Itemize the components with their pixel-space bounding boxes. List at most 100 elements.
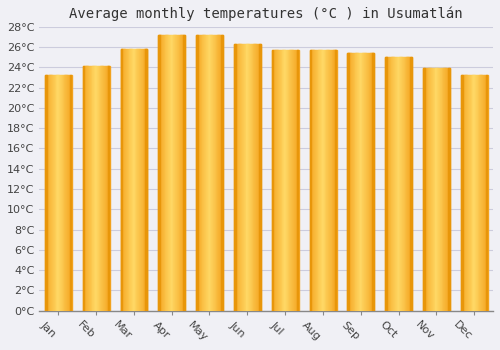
Bar — [162, 35, 163, 310]
Bar — [255, 44, 256, 310]
Bar — [426, 68, 427, 310]
Bar — [424, 68, 425, 310]
Bar — [322, 50, 324, 310]
Bar — [246, 44, 248, 310]
Bar — [106, 66, 107, 310]
Bar — [221, 35, 222, 310]
Bar — [365, 53, 366, 310]
Bar — [480, 76, 482, 310]
Bar — [144, 49, 145, 310]
Bar — [172, 35, 174, 310]
Bar — [252, 44, 253, 310]
Bar — [354, 53, 356, 310]
Bar — [94, 66, 96, 310]
Bar — [315, 50, 316, 310]
Bar — [366, 53, 368, 310]
Bar — [97, 66, 98, 310]
Bar — [478, 76, 479, 310]
Bar — [292, 50, 294, 310]
Bar — [274, 50, 276, 310]
Bar — [448, 68, 449, 310]
Bar — [95, 66, 96, 310]
Bar — [254, 44, 256, 310]
Bar — [141, 49, 142, 310]
Bar — [408, 57, 410, 310]
Bar — [206, 35, 207, 310]
Bar — [404, 57, 405, 310]
Bar — [207, 35, 208, 310]
Bar — [240, 44, 242, 310]
Bar — [321, 50, 322, 310]
Bar — [295, 50, 296, 310]
Bar — [50, 76, 51, 310]
Bar — [236, 44, 238, 310]
Bar — [160, 35, 162, 310]
Bar — [46, 76, 47, 310]
Bar — [92, 66, 94, 310]
Bar — [236, 44, 237, 310]
Bar — [89, 66, 90, 310]
Bar — [310, 50, 312, 310]
Bar — [54, 76, 55, 310]
Bar — [440, 68, 441, 310]
Bar — [48, 76, 50, 310]
Bar — [290, 50, 291, 310]
Bar — [484, 76, 486, 310]
Bar — [70, 76, 72, 310]
Bar — [290, 50, 292, 310]
Bar — [294, 50, 295, 310]
Bar — [58, 76, 59, 310]
Bar — [68, 76, 69, 310]
Bar — [472, 76, 474, 310]
Bar — [406, 57, 408, 310]
Bar — [86, 66, 88, 310]
Bar — [87, 66, 88, 310]
Bar — [238, 44, 240, 310]
Bar — [296, 50, 297, 310]
Bar — [388, 57, 389, 310]
Bar — [90, 66, 91, 310]
Bar — [184, 35, 185, 310]
Bar — [316, 50, 318, 310]
Bar — [481, 76, 482, 310]
Bar — [218, 35, 220, 310]
Bar — [478, 76, 480, 310]
Bar — [241, 44, 242, 310]
Bar — [293, 50, 294, 310]
Bar — [367, 53, 368, 310]
Bar — [462, 76, 464, 310]
Bar — [483, 76, 484, 310]
Bar — [442, 68, 444, 310]
Bar — [100, 66, 101, 310]
Bar — [389, 57, 390, 310]
Bar — [486, 76, 487, 310]
Bar — [390, 57, 392, 310]
Bar — [448, 68, 450, 310]
Bar — [54, 76, 56, 310]
Bar — [100, 66, 102, 310]
Bar — [180, 35, 182, 310]
Bar — [83, 66, 84, 310]
Bar — [64, 76, 66, 310]
Bar — [296, 50, 298, 310]
Bar — [172, 35, 173, 310]
Bar — [213, 35, 214, 310]
Bar — [442, 68, 443, 310]
Bar — [178, 35, 179, 310]
Bar — [464, 76, 465, 310]
Bar — [310, 50, 311, 310]
Bar — [251, 44, 252, 310]
Bar — [214, 35, 215, 310]
Bar — [393, 57, 394, 310]
Bar — [437, 68, 438, 310]
Bar — [175, 35, 176, 310]
Bar — [397, 57, 398, 310]
Bar — [386, 57, 388, 310]
Bar — [133, 49, 134, 310]
Bar — [320, 50, 322, 310]
Bar — [102, 66, 104, 310]
Bar — [360, 53, 362, 310]
Bar — [246, 44, 247, 310]
Bar — [234, 44, 235, 310]
Bar — [258, 44, 260, 310]
